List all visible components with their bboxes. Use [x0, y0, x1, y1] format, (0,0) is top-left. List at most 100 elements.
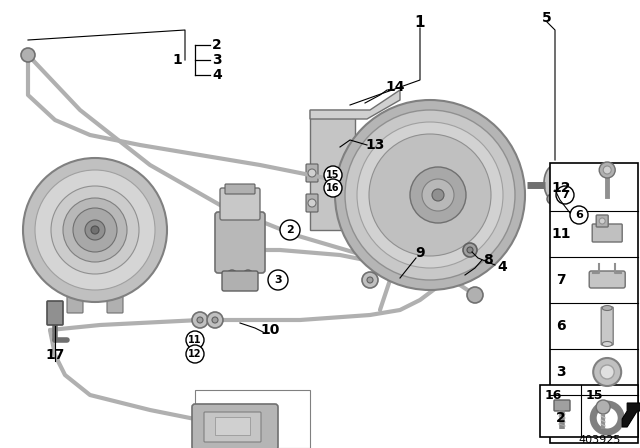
- Circle shape: [467, 287, 483, 303]
- Text: 10: 10: [260, 323, 280, 337]
- FancyBboxPatch shape: [589, 271, 625, 288]
- Circle shape: [357, 122, 503, 268]
- Ellipse shape: [602, 341, 612, 346]
- Circle shape: [186, 345, 204, 363]
- Text: 9: 9: [415, 246, 425, 260]
- Circle shape: [308, 199, 316, 207]
- FancyBboxPatch shape: [306, 194, 318, 212]
- Circle shape: [463, 243, 477, 257]
- Text: 15: 15: [586, 388, 603, 401]
- Circle shape: [367, 277, 373, 283]
- Text: 5: 5: [542, 11, 552, 25]
- Text: 6: 6: [556, 319, 566, 333]
- Ellipse shape: [602, 306, 612, 310]
- Circle shape: [243, 270, 253, 280]
- Text: 1: 1: [172, 53, 182, 67]
- Circle shape: [197, 317, 203, 323]
- Text: 11: 11: [188, 335, 202, 345]
- Text: 16: 16: [544, 388, 562, 401]
- Circle shape: [570, 206, 588, 224]
- Circle shape: [63, 198, 127, 262]
- Circle shape: [335, 100, 525, 290]
- Circle shape: [85, 220, 105, 240]
- Text: 12: 12: [188, 349, 202, 359]
- Text: 3: 3: [212, 53, 222, 67]
- Text: 12: 12: [551, 181, 571, 195]
- FancyBboxPatch shape: [601, 307, 613, 345]
- Circle shape: [551, 171, 559, 179]
- Circle shape: [207, 312, 223, 328]
- Circle shape: [369, 134, 491, 256]
- Circle shape: [596, 400, 610, 414]
- Circle shape: [23, 158, 167, 302]
- Circle shape: [268, 270, 288, 290]
- Text: 16: 16: [326, 183, 340, 193]
- FancyBboxPatch shape: [47, 301, 63, 325]
- Polygon shape: [310, 90, 400, 119]
- Bar: [550, 163, 638, 443]
- FancyBboxPatch shape: [554, 400, 570, 411]
- Text: 14: 14: [385, 80, 404, 94]
- Circle shape: [21, 48, 35, 62]
- Circle shape: [91, 226, 99, 234]
- FancyBboxPatch shape: [592, 224, 622, 242]
- Circle shape: [227, 270, 237, 280]
- Circle shape: [308, 169, 316, 177]
- Circle shape: [599, 162, 615, 178]
- Circle shape: [345, 110, 515, 280]
- FancyBboxPatch shape: [306, 164, 318, 182]
- Text: 6: 6: [575, 210, 583, 220]
- Text: 1: 1: [415, 14, 425, 30]
- Circle shape: [192, 312, 208, 328]
- Circle shape: [73, 208, 117, 252]
- FancyBboxPatch shape: [215, 212, 265, 273]
- Text: 403925: 403925: [579, 435, 621, 445]
- Text: 4: 4: [212, 68, 222, 82]
- FancyBboxPatch shape: [225, 184, 255, 194]
- Circle shape: [324, 166, 342, 184]
- FancyBboxPatch shape: [204, 412, 261, 442]
- Text: 3: 3: [556, 365, 566, 379]
- Circle shape: [604, 166, 611, 174]
- Circle shape: [212, 317, 218, 323]
- Ellipse shape: [544, 165, 566, 201]
- Circle shape: [362, 272, 378, 288]
- Circle shape: [599, 218, 605, 224]
- FancyBboxPatch shape: [67, 293, 83, 313]
- Circle shape: [593, 358, 621, 386]
- Text: 8: 8: [483, 253, 493, 267]
- Text: 13: 13: [365, 138, 385, 152]
- Text: 15: 15: [326, 170, 340, 180]
- Bar: [540, 385, 638, 437]
- FancyBboxPatch shape: [222, 271, 258, 291]
- FancyBboxPatch shape: [596, 215, 608, 227]
- Circle shape: [324, 179, 342, 197]
- FancyBboxPatch shape: [192, 404, 278, 448]
- FancyBboxPatch shape: [107, 293, 123, 313]
- Circle shape: [422, 179, 454, 211]
- Text: 2: 2: [556, 411, 566, 425]
- Circle shape: [280, 220, 300, 240]
- Circle shape: [51, 186, 139, 274]
- FancyBboxPatch shape: [310, 110, 355, 230]
- Text: 17: 17: [45, 348, 65, 362]
- Text: 2: 2: [212, 38, 222, 52]
- Text: 11: 11: [551, 227, 571, 241]
- Circle shape: [556, 186, 574, 204]
- FancyBboxPatch shape: [220, 188, 260, 220]
- Circle shape: [600, 365, 614, 379]
- Text: 4: 4: [497, 260, 507, 274]
- Text: 7: 7: [556, 273, 566, 287]
- Circle shape: [551, 187, 559, 195]
- FancyBboxPatch shape: [215, 417, 250, 435]
- Text: 2: 2: [286, 225, 294, 235]
- Text: 3: 3: [274, 275, 282, 285]
- Circle shape: [186, 331, 204, 349]
- Circle shape: [467, 247, 473, 253]
- Circle shape: [410, 167, 466, 223]
- Polygon shape: [622, 403, 640, 427]
- Circle shape: [35, 170, 155, 290]
- Circle shape: [547, 194, 557, 204]
- Circle shape: [432, 189, 444, 201]
- Text: 7: 7: [561, 190, 569, 200]
